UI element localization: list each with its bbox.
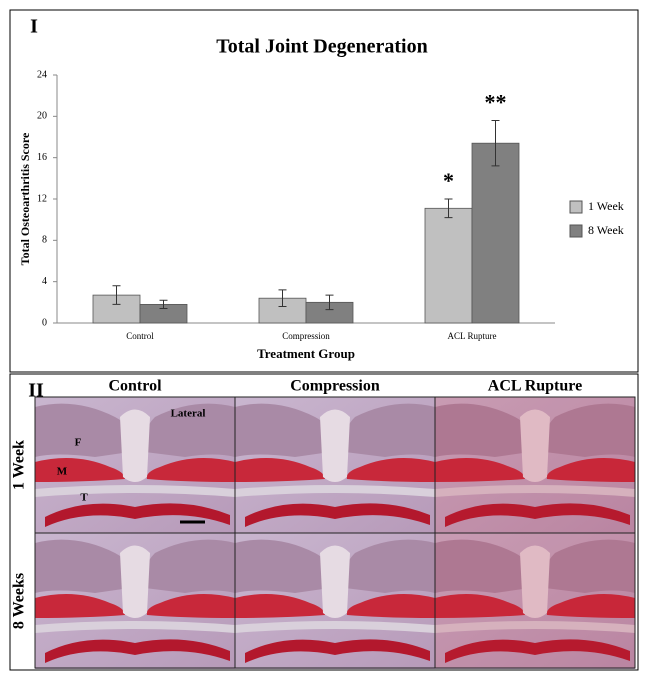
row-header: 1 Week: [11, 440, 28, 490]
image-label: M: [57, 466, 68, 478]
error-bar: [444, 198, 453, 219]
plot: 0 4 8 12 16 20 24 Control Compression ACL Rupture…: [37, 69, 624, 341]
y-tick-label: 8: [42, 235, 47, 246]
bar: [424, 207, 473, 324]
error-bar: [112, 285, 121, 305]
panel-2-labels: Control Compression ACL Rupture 1 Week 8 Wee…: [11, 378, 583, 629]
x-tick-label: Control: [126, 331, 154, 341]
error-bar: [491, 119, 500, 167]
error-bar: [278, 289, 287, 307]
y-tick-label: 20: [37, 111, 47, 122]
row-header: 8 Weeks: [11, 573, 28, 629]
y-tick-label: 24: [37, 69, 47, 80]
x-tick-label: Compression: [282, 331, 330, 341]
y-tick-label: 12: [37, 193, 47, 204]
image-label: Lateral: [171, 408, 206, 420]
y-tick-label: 4: [42, 276, 47, 287]
y-tick-label: 16: [37, 152, 47, 163]
legend-swatch: [569, 224, 583, 238]
column-header: ACL Rupture: [488, 378, 582, 395]
legend-label: 1 Week: [588, 199, 624, 213]
column-header: Compression: [290, 378, 380, 395]
panel-1-frame: [9, 9, 639, 373]
column-header: Control: [108, 378, 162, 395]
error-bar: [159, 299, 168, 310]
histology-grid: [34, 396, 636, 669]
panel-label: I: [30, 16, 38, 38]
image-label: T: [80, 492, 88, 504]
significance-marker: **: [485, 90, 507, 115]
y-tick-label: 0: [42, 317, 47, 328]
significance-marker: *: [443, 168, 454, 193]
legend-swatch: [569, 200, 583, 214]
chart-title: Total Joint Degeneration: [216, 36, 427, 58]
panel-label: II: [28, 380, 44, 402]
legend-label: 8 Week: [588, 223, 624, 237]
image-label: F: [75, 437, 82, 449]
x-tick-label: ACL Rupture: [448, 331, 497, 341]
panel-2-frame: [9, 373, 639, 671]
error-bar: [325, 294, 334, 311]
x-axis-title: Treatment Group: [257, 346, 355, 361]
y-axis-title: Total Osteoarthritis Score: [18, 132, 32, 265]
bar: [471, 142, 520, 324]
